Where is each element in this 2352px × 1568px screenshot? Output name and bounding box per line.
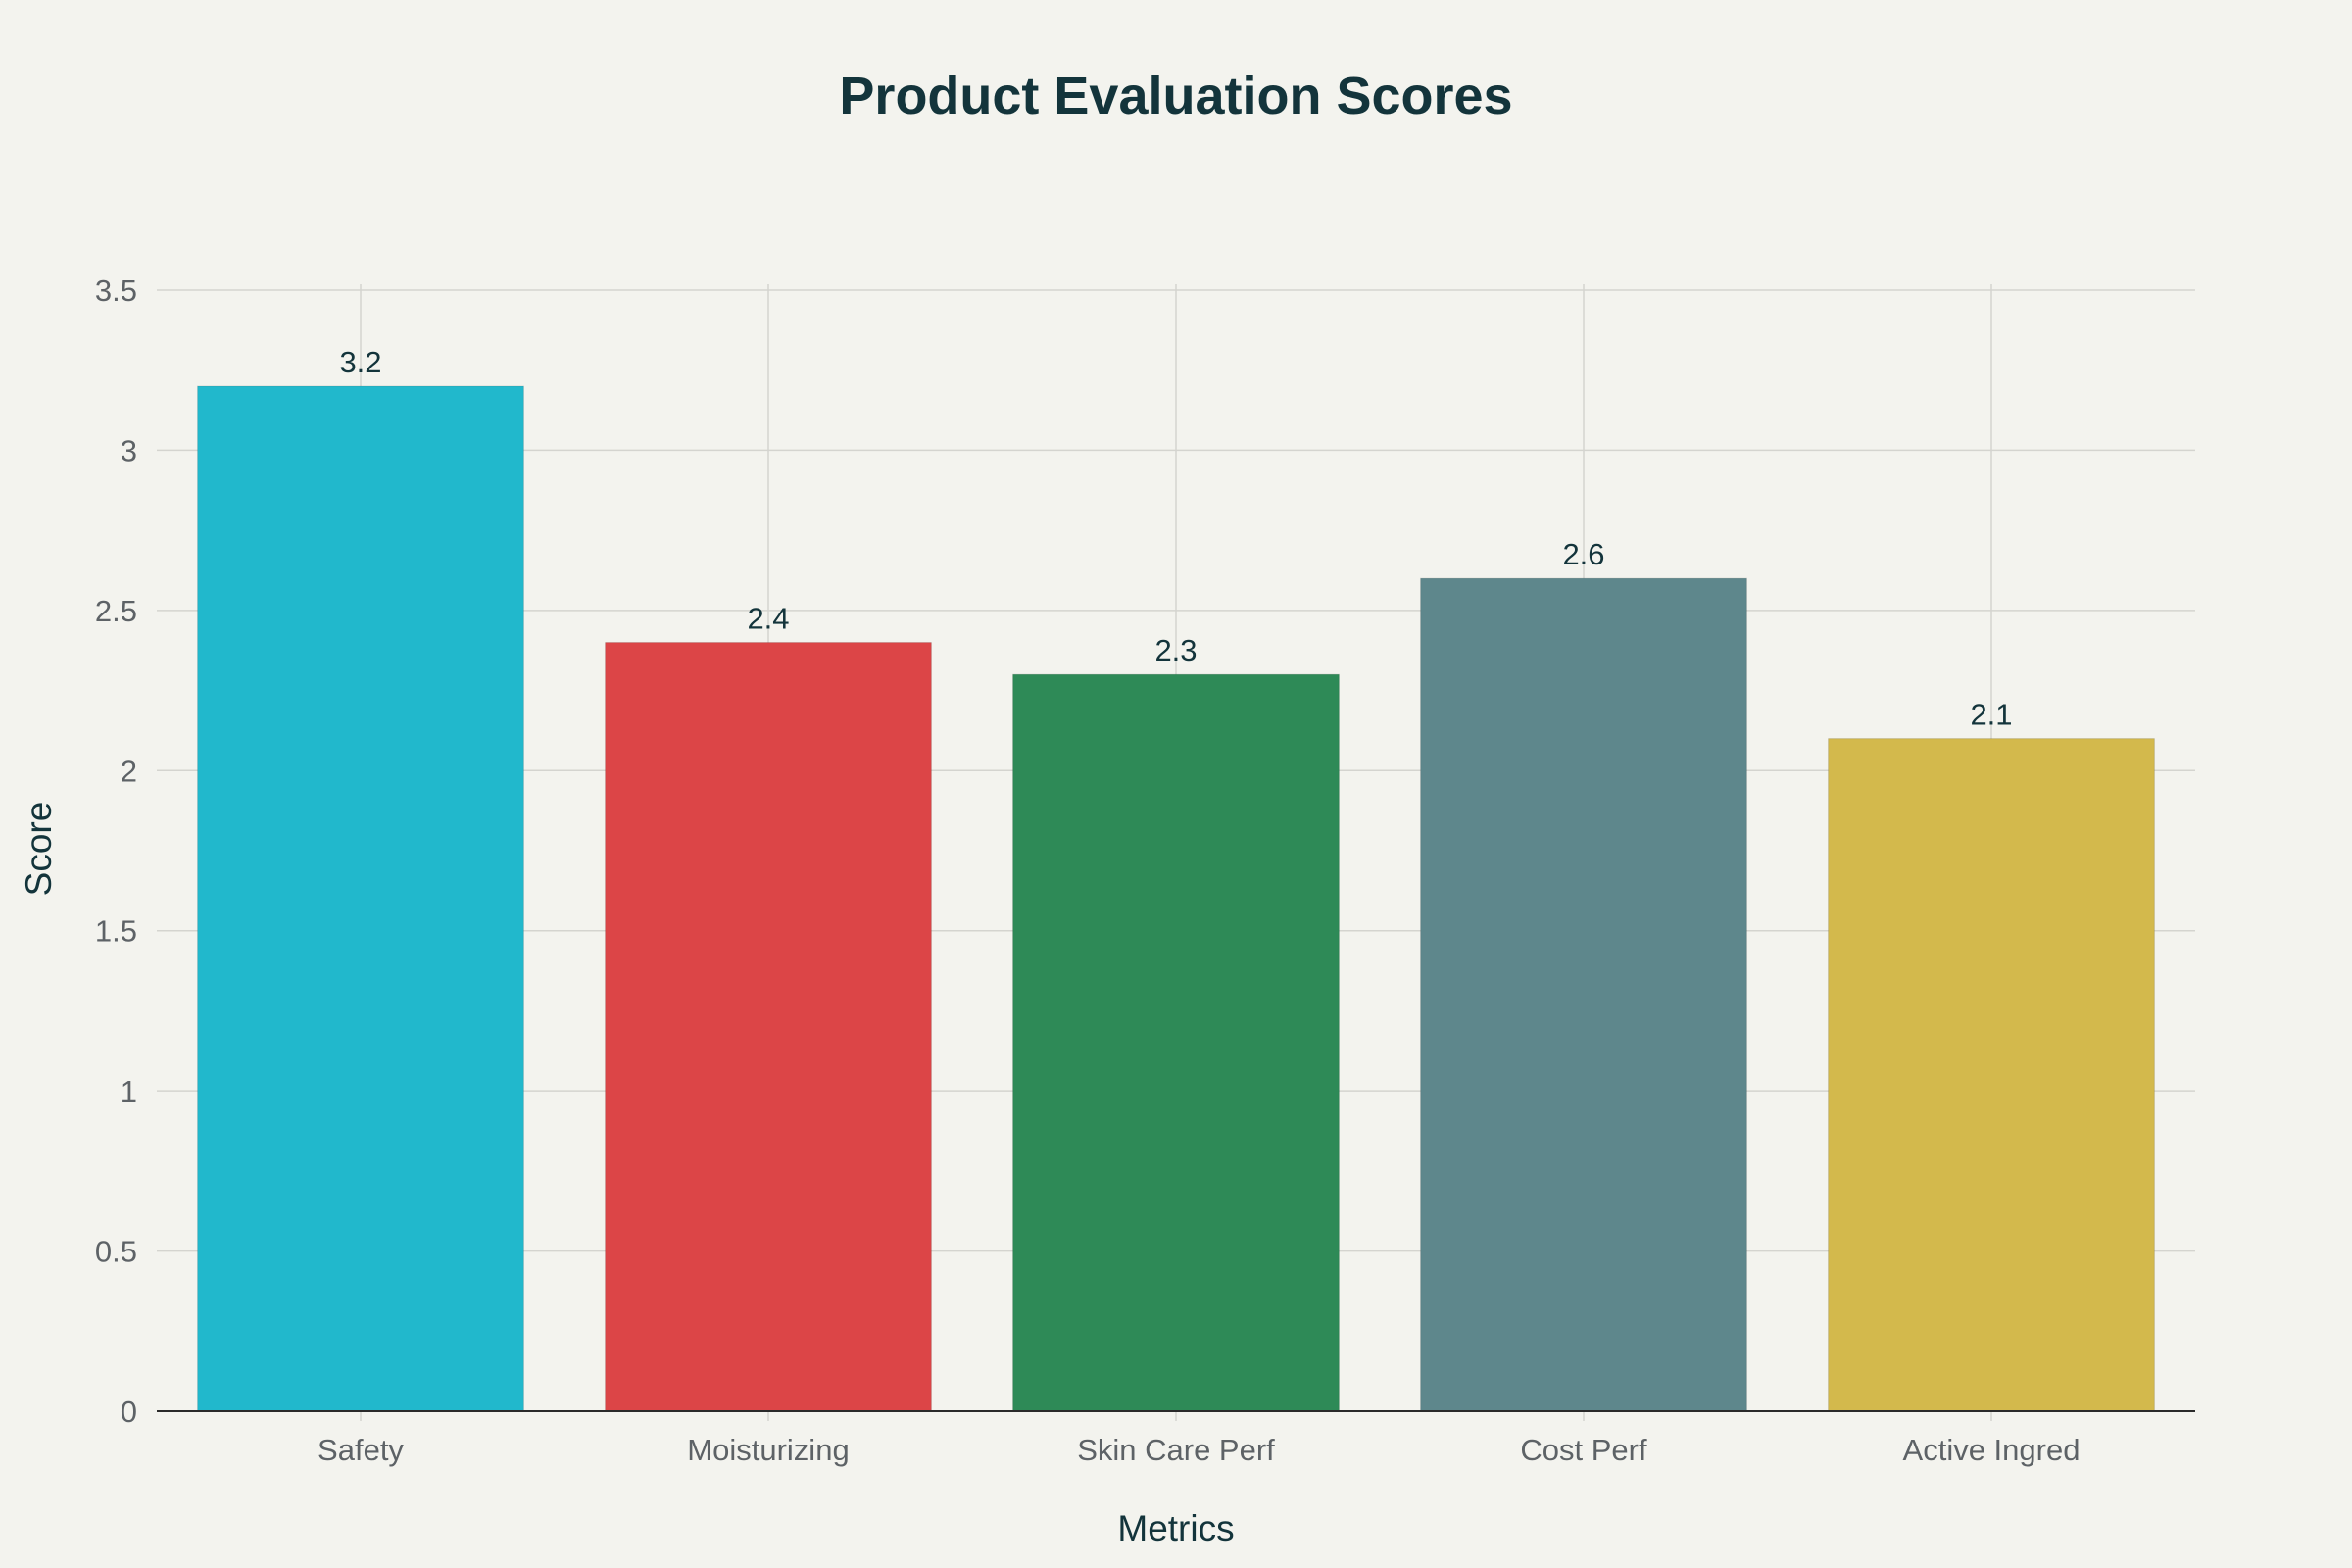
x-axis-title: Metrics — [1117, 1508, 1234, 1548]
data-label: 2.4 — [747, 602, 789, 636]
bars — [197, 385, 2155, 1412]
x-tick-label: Active Ingred — [1903, 1433, 2081, 1467]
y-tick-label: 0 — [121, 1395, 137, 1429]
data-label: 2.1 — [1970, 698, 2012, 732]
y-tick-label: 2 — [121, 754, 137, 788]
bar-skin-care-perf — [1012, 673, 1340, 1412]
bar-active-ingred — [1828, 738, 2155, 1412]
data-label: 2.3 — [1154, 633, 1197, 667]
x-tick-label: Skin Care Perf — [1077, 1433, 1275, 1467]
y-axis-title: Score — [19, 802, 59, 897]
x-tick-labels: Safety Moisturizing Skin Care Perf Cost Per… — [318, 1433, 2080, 1467]
y-tick-label: 1.5 — [95, 914, 137, 949]
x-tick-label: Cost Perf — [1520, 1433, 1647, 1467]
y-tick-labels: 0 0.5 1 1.5 2 2.5 3 3.5 — [95, 273, 137, 1429]
chart-title: Product Evaluation Scores — [839, 67, 1512, 125]
data-label: 3.2 — [339, 345, 381, 379]
y-tick-label: 1 — [121, 1074, 137, 1108]
y-tick-label: 0.5 — [95, 1235, 137, 1269]
x-tick-label: Moisturizing — [687, 1433, 849, 1467]
y-tick-label: 2.5 — [95, 594, 137, 628]
x-tick-label: Safety — [318, 1433, 404, 1467]
bar-cost-perf — [1420, 577, 1747, 1412]
data-label: 2.6 — [1562, 537, 1604, 571]
data-labels: 3.2 2.4 2.3 2.6 2.1 — [339, 345, 2012, 732]
bar-safety — [197, 385, 524, 1412]
bar-moisturizing — [605, 642, 932, 1412]
y-tick-label: 3 — [121, 433, 137, 467]
y-tick-label: 3.5 — [95, 273, 137, 308]
